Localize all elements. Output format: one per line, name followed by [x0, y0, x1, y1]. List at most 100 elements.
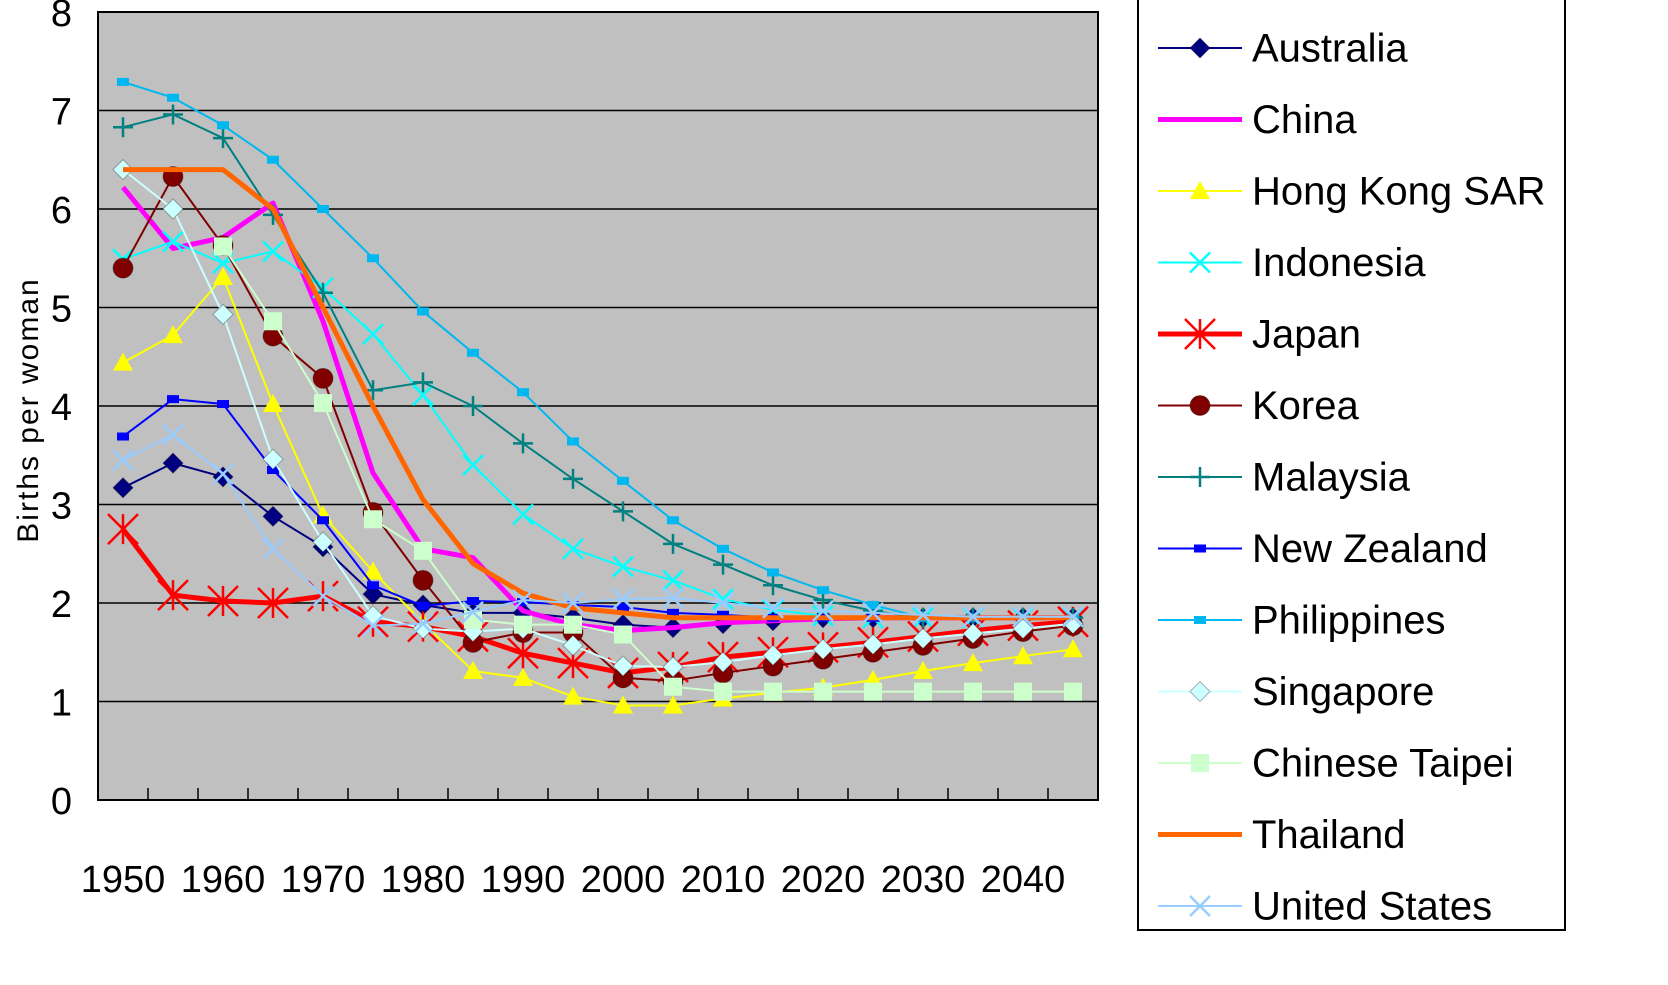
- marker: [412, 384, 434, 407]
- marker: [763, 575, 783, 596]
- marker: [267, 466, 279, 475]
- marker: [662, 569, 684, 592]
- legend-box: [1137, 0, 1566, 931]
- marker: [664, 677, 682, 696]
- marker: [613, 695, 633, 714]
- marker: [507, 637, 539, 670]
- marker: [513, 667, 533, 686]
- marker: [962, 622, 984, 645]
- marker: [913, 660, 933, 679]
- y-tick-label: 0: [51, 781, 72, 823]
- marker: [762, 644, 784, 666]
- marker: [467, 597, 479, 606]
- marker: [662, 587, 684, 609]
- marker: [1189, 395, 1211, 416]
- marker: [312, 367, 334, 389]
- marker: [1014, 682, 1032, 701]
- marker: [317, 205, 329, 213]
- marker: [912, 627, 934, 650]
- marker: [764, 682, 782, 701]
- marker: [257, 587, 289, 619]
- legend-text: New Zealand: [1252, 527, 1488, 571]
- marker: [467, 348, 479, 357]
- marker: [312, 585, 334, 607]
- marker: [113, 352, 133, 371]
- marker: [412, 612, 434, 635]
- marker: [517, 598, 529, 607]
- marker: [1189, 251, 1211, 274]
- marker: [314, 394, 332, 413]
- marker: [517, 388, 529, 397]
- legend-text: Philippines: [1252, 599, 1445, 643]
- marker: [864, 682, 882, 701]
- marker: [714, 682, 732, 701]
- series: [123, 167, 1073, 621]
- marker: [1194, 616, 1206, 624]
- marker: [413, 372, 433, 393]
- marker: [1191, 754, 1209, 772]
- marker: [612, 588, 634, 610]
- marker: [663, 695, 683, 714]
- legend-text: Malaysia: [1252, 456, 1411, 500]
- y-tick-label: 3: [51, 486, 72, 528]
- marker: [317, 516, 329, 525]
- marker: [262, 537, 284, 560]
- marker: [513, 433, 533, 454]
- x-tick-label: 1990: [481, 859, 566, 901]
- marker: [612, 655, 634, 677]
- y-tick-label: 6: [51, 190, 72, 232]
- x-tick-label: 1960: [181, 859, 266, 901]
- legend-text: Hong Kong SAR: [1252, 170, 1546, 214]
- marker: [614, 625, 632, 644]
- marker: [463, 660, 483, 679]
- x-tick-label: 1970: [281, 859, 366, 901]
- x-tick-label: 2030: [881, 859, 966, 901]
- marker: [213, 266, 233, 285]
- legend-text: Chinese Taipei: [1252, 742, 1514, 786]
- series: [112, 158, 1084, 678]
- marker: [564, 615, 582, 634]
- marker: [312, 531, 334, 553]
- marker: [762, 597, 784, 619]
- marker: [112, 257, 134, 279]
- marker: [162, 452, 184, 474]
- marker: [713, 554, 733, 575]
- y-tick-label: 1: [51, 683, 72, 725]
- marker: [1064, 682, 1082, 701]
- marker: [667, 608, 679, 617]
- marker: [662, 656, 684, 678]
- legend-text: China: [1252, 98, 1357, 142]
- marker: [107, 513, 139, 546]
- marker: [514, 615, 532, 634]
- marker: [814, 682, 832, 701]
- series-line: [122, 275, 1074, 707]
- marker: [612, 555, 634, 578]
- x-tick-label: 1980: [381, 859, 466, 901]
- marker: [1189, 680, 1211, 703]
- marker: [217, 400, 229, 409]
- marker: [117, 77, 129, 86]
- x-tick-label: 1950: [81, 859, 166, 901]
- marker: [667, 516, 679, 525]
- marker: [163, 325, 183, 344]
- marker: [362, 323, 384, 345]
- marker: [367, 581, 379, 590]
- marker: [112, 477, 134, 499]
- marker: [217, 121, 229, 130]
- legend-text: Indonesia: [1252, 241, 1426, 285]
- marker: [812, 599, 834, 622]
- marker: [817, 586, 829, 595]
- marker: [862, 601, 884, 624]
- marker: [1189, 37, 1211, 59]
- marker: [562, 592, 584, 614]
- marker: [767, 568, 779, 577]
- marker: [717, 544, 729, 553]
- marker: [167, 93, 179, 102]
- marker: [1012, 605, 1034, 628]
- marker: [212, 463, 234, 485]
- marker: [417, 601, 429, 610]
- marker: [162, 230, 184, 253]
- marker: [563, 468, 583, 489]
- marker: [262, 448, 284, 470]
